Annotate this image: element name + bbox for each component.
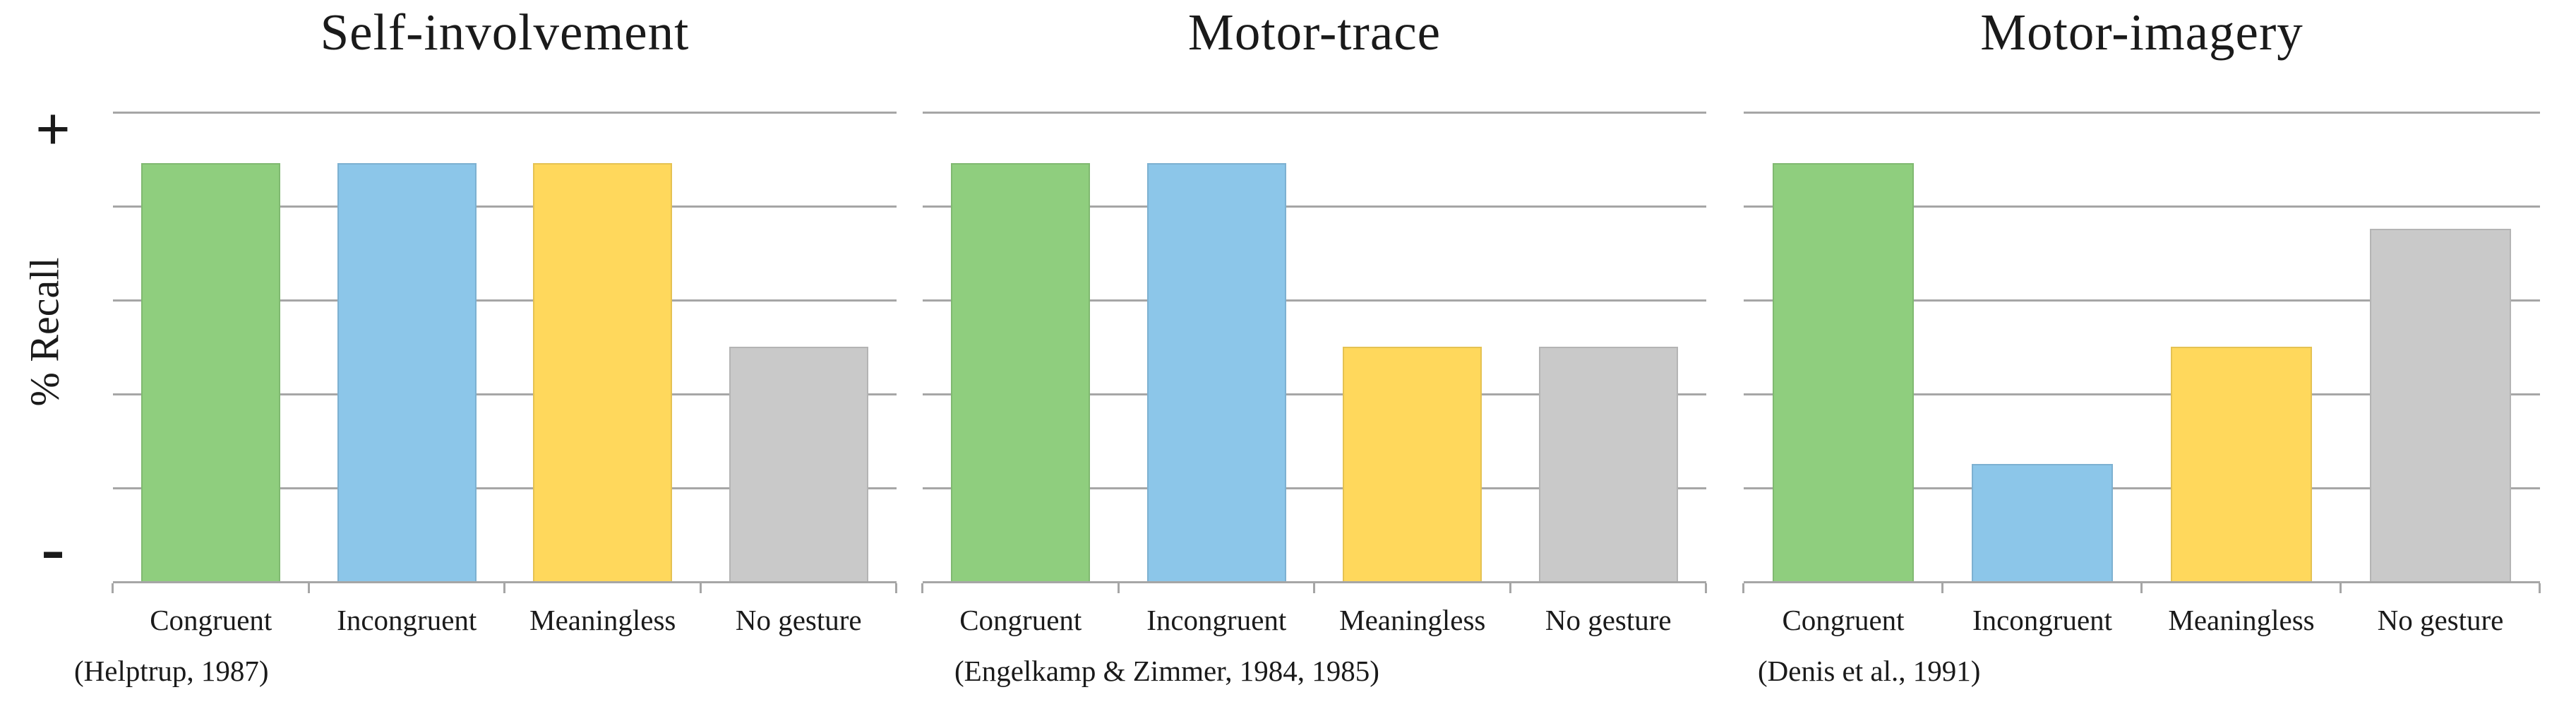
y-axis-minus-label: -	[41, 508, 65, 587]
y-axis-title: % Recall	[21, 257, 68, 407]
gridline	[923, 299, 1706, 302]
x-axis-tick	[1117, 583, 1120, 593]
bar-no-gesture	[2369, 229, 2512, 581]
citation: (Engelkamp & Zimmer, 1984, 1985)	[954, 655, 1379, 687]
x-axis-tick	[112, 583, 114, 593]
bar-no-gesture	[1538, 346, 1678, 581]
category-label: Meaningless	[1339, 604, 1486, 636]
bar-slot	[1119, 112, 1315, 581]
x-axis-tick	[1742, 583, 1744, 593]
bar-slot	[1943, 112, 2142, 581]
bar-slot	[701, 112, 897, 581]
plot-area	[921, 112, 1707, 593]
chart-motor-trace: Motor-trace Congruent Incongruent Meaningl…	[921, 0, 1707, 721]
bar-congruent	[1772, 163, 1915, 581]
x-axis-tick	[2340, 583, 2342, 593]
y-axis-plus-label: +	[35, 95, 71, 164]
x-axis-tick	[895, 583, 897, 593]
gridline	[1744, 205, 2540, 208]
bar-incongruent	[1971, 463, 2114, 581]
bar-congruent	[951, 163, 1091, 581]
category-label: Incongruent	[1146, 604, 1287, 636]
citation: (Denis et al., 1991)	[1758, 655, 1981, 687]
x-axis-tick	[2140, 583, 2143, 593]
bar-meaningless	[1343, 346, 1482, 581]
bar-slot	[2341, 112, 2540, 581]
bars-group	[923, 112, 1706, 581]
gridline	[1744, 393, 2540, 395]
x-axis-tick	[1941, 583, 1943, 593]
x-axis-tick	[1509, 583, 1511, 593]
x-axis-tick	[2539, 583, 2541, 593]
bar-slot	[923, 112, 1119, 581]
gridline	[923, 112, 1706, 114]
bar-no-gesture	[729, 346, 868, 581]
bar-incongruent	[337, 163, 477, 581]
bar-meaningless	[533, 163, 673, 581]
chart-self-involvement: Self-involvement Congruent Incongruent Mea…	[74, 0, 897, 721]
x-axis-tick	[699, 583, 702, 593]
bar-slot	[1511, 112, 1707, 581]
bars-group	[1744, 112, 2540, 581]
category-label: Congruent	[150, 604, 272, 636]
bar-slot	[309, 112, 505, 581]
gridline	[113, 299, 897, 302]
category-label: No gesture	[1545, 604, 1672, 636]
x-axis-tick	[503, 583, 505, 593]
citation: (Helptrup, 1987)	[74, 655, 269, 687]
category-label: Congruent	[959, 604, 1082, 636]
gridline	[113, 112, 897, 114]
plot-area	[1742, 112, 2541, 593]
x-axis-tick	[307, 583, 310, 593]
bar-congruent	[141, 163, 281, 581]
plot-area	[112, 112, 897, 593]
bar-slot	[505, 112, 701, 581]
gridline	[1744, 112, 2540, 114]
gridline	[923, 487, 1706, 489]
chart-title: Motor-trace	[1187, 4, 1442, 61]
bar-slot	[1744, 112, 1943, 581]
category-label: Incongruent	[337, 604, 477, 636]
bar-meaningless	[2170, 346, 2313, 581]
bar-slot	[1314, 112, 1511, 581]
category-label: No gesture	[2377, 604, 2504, 636]
gridline	[113, 205, 897, 208]
gridline	[1744, 299, 2540, 302]
category-label: Incongruent	[1972, 604, 2113, 636]
bar-slot	[113, 112, 309, 581]
chart-motor-imagery: Motor-imagery Congruent Incongruent Meanin…	[1742, 0, 2541, 721]
bars-group	[113, 112, 897, 581]
gridline	[1744, 487, 2540, 489]
category-labels: Congruent Incongruent Meaningless No gestur…	[923, 603, 1706, 637]
category-label: Congruent	[1782, 604, 1905, 636]
gridline	[113, 487, 897, 489]
bar-incongruent	[1146, 163, 1286, 581]
gridline	[923, 205, 1706, 208]
bar-slot	[2142, 112, 2341, 581]
x-axis-tick	[1313, 583, 1315, 593]
gridline	[113, 393, 897, 395]
category-label: No gesture	[735, 604, 862, 636]
x-axis-tick	[921, 583, 923, 593]
category-label: Meaningless	[2168, 604, 2315, 636]
category-labels: Congruent Incongruent Meaningless No gestur…	[113, 603, 897, 637]
chart-title: Motor-imagery	[1980, 4, 2304, 61]
gridline	[923, 393, 1706, 395]
category-label: Meaningless	[529, 604, 676, 636]
x-axis-tick	[1705, 583, 1707, 593]
chart-title: Self-involvement	[320, 4, 690, 61]
category-labels: Congruent Incongruent Meaningless No gestur…	[1744, 603, 2540, 637]
